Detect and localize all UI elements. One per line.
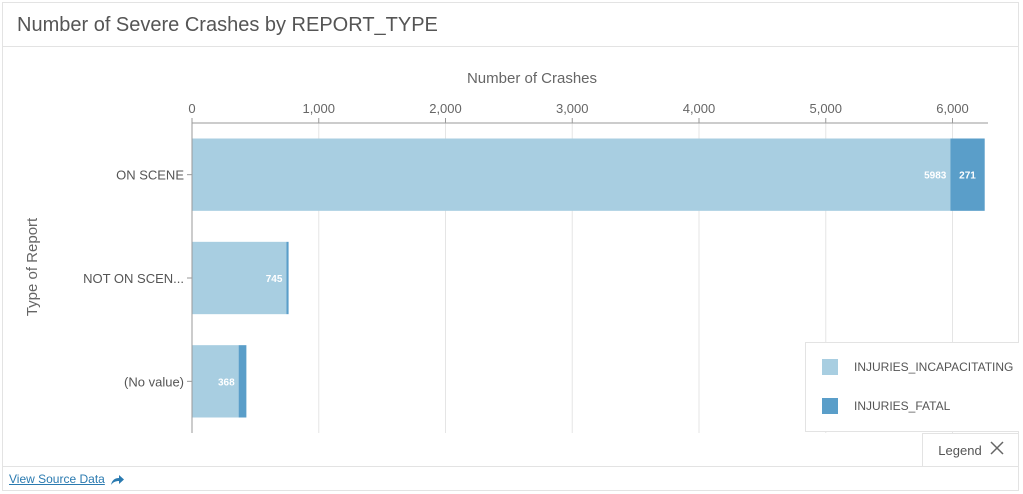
legend-label: INJURIES_INCAPACITATING	[854, 360, 1014, 374]
bar-incapacitating	[192, 241, 287, 315]
legend-item-fatal[interactable]: INJURIES_FATAL	[822, 398, 950, 414]
x-tick-label: 5,000	[809, 101, 842, 116]
y-axis-label: Type of Report	[24, 217, 41, 316]
legend: INJURIES_INCAPACITATING INJURIES_FATAL	[805, 342, 1019, 432]
category-labels: ON SCENE NOT ON SCEN... (No value)	[83, 168, 192, 389]
close-x-icon[interactable]	[990, 440, 1004, 460]
legend-toggle-label: Legend	[938, 442, 982, 458]
data-label: 5983	[924, 171, 947, 182]
chart-title: Number of Severe Crashes by REPORT_TYPE	[17, 14, 438, 36]
chart-area: Number of Crashes Type of Report 0 1,000 2…	[3, 47, 1018, 467]
x-tick-label: 2,000	[429, 101, 462, 116]
category-label: NOT ON SCEN...	[83, 271, 184, 286]
x-axis-label: Number of Crashes	[467, 70, 597, 87]
bar-incapacitating	[192, 345, 239, 418]
x-tick-label: 4,000	[683, 101, 716, 116]
panel-header: Number of Severe Crashes by REPORT_TYPE	[3, 3, 1018, 47]
share-arrow-icon[interactable]	[109, 473, 125, 491]
legend-item-incapacitating[interactable]: INJURIES_INCAPACITATING	[822, 359, 1013, 375]
x-tick-label: 0	[188, 101, 195, 116]
legend-swatch-fatal	[822, 398, 838, 414]
legend-swatch-incapacitating	[822, 359, 838, 375]
view-source-data-link[interactable]: View Source Data	[9, 472, 105, 486]
bar-fatal	[286, 241, 289, 315]
x-tick-labels: 0 1,000 2,000 3,000 4,000 5,000 6,000	[188, 101, 969, 123]
category-label: (No value)	[124, 374, 184, 389]
bar-incapacitating	[192, 138, 951, 211]
bar-chart: Number of Crashes Type of Report 0 1,000 2…	[24, 70, 988, 433]
bar-fatal	[950, 138, 985, 211]
bar-fatal	[238, 345, 247, 418]
category-label: ON SCENE	[116, 168, 184, 183]
x-tick-label: 6,000	[936, 101, 969, 116]
data-label: 745	[266, 274, 283, 285]
x-tick-label: 3,000	[556, 101, 589, 116]
legend-toggle-button[interactable]: Legend	[922, 433, 1019, 466]
data-label: 271	[959, 171, 976, 182]
x-tick-label: 1,000	[302, 101, 335, 116]
legend-label: INJURIES_FATAL	[854, 399, 951, 413]
data-label: 368	[218, 377, 235, 388]
panel-footer: View Source Data	[3, 466, 1018, 491]
bars: 5983 271 745 368	[192, 138, 985, 418]
